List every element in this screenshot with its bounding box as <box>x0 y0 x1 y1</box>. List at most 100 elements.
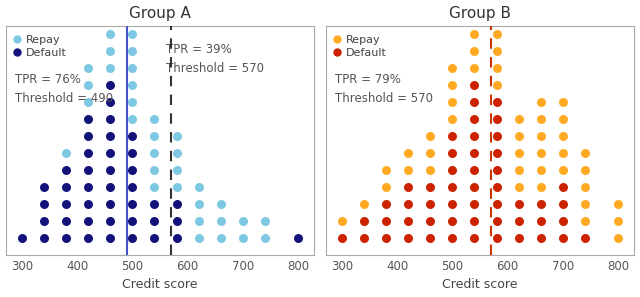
Point <box>492 100 502 105</box>
Point <box>447 202 458 206</box>
Point <box>513 134 524 139</box>
Point <box>513 202 524 206</box>
Point <box>105 49 115 54</box>
Point <box>172 151 182 156</box>
Point <box>149 168 159 173</box>
Point <box>492 202 502 206</box>
Point <box>127 66 138 71</box>
Point <box>127 32 138 37</box>
Title: Group A: Group A <box>129 6 191 20</box>
Point <box>492 236 502 241</box>
Point <box>469 49 479 54</box>
Point <box>149 117 159 121</box>
Point <box>469 202 479 206</box>
Point <box>580 151 590 156</box>
Point <box>447 236 458 241</box>
Point <box>536 219 546 223</box>
Point <box>492 168 502 173</box>
Point <box>105 202 115 206</box>
Point <box>105 0 115 3</box>
Point <box>447 134 458 139</box>
Point <box>557 151 568 156</box>
Point <box>513 168 524 173</box>
X-axis label: Credit score: Credit score <box>122 279 198 291</box>
Point <box>447 83 458 88</box>
Text: Threshold = 570: Threshold = 570 <box>166 62 264 75</box>
Point <box>513 219 524 223</box>
Point <box>172 236 182 241</box>
Point <box>425 202 435 206</box>
Point <box>492 134 502 139</box>
Point <box>39 219 49 223</box>
Point <box>557 117 568 121</box>
Point <box>469 185 479 189</box>
Point <box>127 202 138 206</box>
Point <box>469 100 479 105</box>
Point <box>237 236 248 241</box>
Point <box>292 236 303 241</box>
Point <box>193 202 204 206</box>
Point <box>105 236 115 241</box>
Point <box>425 219 435 223</box>
Legend: Repay, Default: Repay, Default <box>330 30 391 63</box>
Point <box>83 185 93 189</box>
Point <box>216 202 226 206</box>
Point <box>536 151 546 156</box>
Point <box>83 236 93 241</box>
Point <box>492 49 502 54</box>
Point <box>105 117 115 121</box>
Point <box>403 202 413 206</box>
Point <box>469 219 479 223</box>
Point <box>127 168 138 173</box>
Point <box>337 236 348 241</box>
Point <box>105 219 115 223</box>
Point <box>492 151 502 156</box>
Point <box>425 168 435 173</box>
Point <box>193 185 204 189</box>
Title: Group B: Group B <box>449 6 511 20</box>
Point <box>39 202 49 206</box>
Point <box>469 66 479 71</box>
Point <box>105 15 115 20</box>
Text: Threshold = 570: Threshold = 570 <box>335 91 433 105</box>
Point <box>492 219 502 223</box>
Point <box>492 15 502 20</box>
Point <box>105 185 115 189</box>
Point <box>513 185 524 189</box>
Point <box>447 100 458 105</box>
Point <box>172 202 182 206</box>
Point <box>127 117 138 121</box>
Point <box>105 151 115 156</box>
Point <box>469 0 479 3</box>
Point <box>447 219 458 223</box>
Point <box>61 236 71 241</box>
Point <box>536 202 546 206</box>
Point <box>557 134 568 139</box>
Point <box>83 151 93 156</box>
Point <box>149 134 159 139</box>
Point <box>172 185 182 189</box>
Point <box>83 66 93 71</box>
Point <box>557 100 568 105</box>
Point <box>403 168 413 173</box>
Point <box>337 219 348 223</box>
Point <box>425 185 435 189</box>
Point <box>612 236 623 241</box>
Point <box>469 168 479 173</box>
Point <box>39 185 49 189</box>
Point <box>216 219 226 223</box>
Point <box>381 168 391 173</box>
Point <box>61 219 71 223</box>
Point <box>359 202 369 206</box>
Point <box>536 100 546 105</box>
Point <box>536 185 546 189</box>
Point <box>193 219 204 223</box>
Point <box>469 236 479 241</box>
Point <box>83 219 93 223</box>
Point <box>216 236 226 241</box>
Point <box>513 117 524 121</box>
Point <box>172 134 182 139</box>
Point <box>359 219 369 223</box>
Point <box>105 134 115 139</box>
Point <box>260 219 270 223</box>
